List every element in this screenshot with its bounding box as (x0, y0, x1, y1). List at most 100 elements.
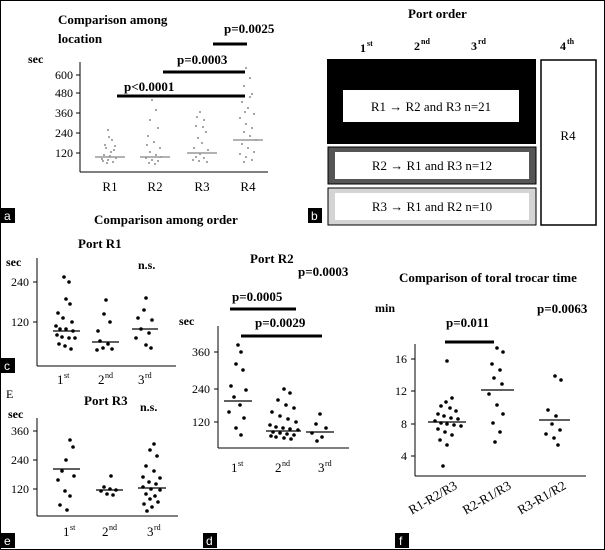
panel-d: Port R2 p=0.0003 p=0.0005 p=0.0029 sec 3… (179, 251, 349, 548)
panel-e-corner: E (6, 387, 13, 401)
col-1-num: 1 (360, 41, 366, 55)
panel-a-sig-label-2: p=0.0003 (177, 52, 228, 67)
panel-e-ylabel: sec (8, 407, 24, 421)
panel-f: Comparison of toral trocar time min p=0.… (375, 270, 588, 548)
panel-a-label: a (4, 209, 11, 223)
box-r4 (540, 59, 597, 226)
col-1-sup: st (367, 39, 373, 48)
panel-f-title: Comparison of toral trocar time (399, 270, 577, 285)
panel-f-points-r2 (487, 346, 505, 444)
panel-c-label-box (1, 358, 15, 373)
panel-c-ytick-240: 240 (11, 275, 29, 289)
panel-e-x1-num: 1 (63, 524, 70, 539)
panel-c-title: Port R1 (78, 236, 122, 251)
panel-c-label: c (4, 359, 10, 373)
panel-a-sig-label-3: p=0.0025 (224, 21, 275, 36)
panel-c-ytick-120: 120 (11, 315, 29, 329)
panel-a-ylabel: sec (28, 52, 44, 66)
box-r2-label: R2 → R1 and R3 n=12 (372, 158, 492, 173)
box-r2-inner (335, 152, 529, 179)
panel-d-sig-label-2: p=0.0029 (255, 315, 306, 330)
panel-f-ytick-4: 4 (401, 449, 407, 463)
panel-e-x2-num: 2 (102, 524, 109, 539)
panel-a-xlabel-r3: R3 (194, 179, 209, 194)
panel-d-ytick-240: 240 (192, 382, 210, 396)
panel-b-title: Port order (408, 6, 467, 21)
panel-c: Port R1 sec n.s. 240 120 1 (1, 236, 176, 387)
panel-d-label: d (206, 534, 213, 548)
panel-d-points-2nd (268, 387, 300, 441)
col-4-num: 4 (560, 39, 566, 53)
panel-d-sig-label-1: p=0.0005 (232, 289, 283, 304)
panel-a-ytick-240: 240 (55, 126, 73, 140)
panel-a-ytick-480: 480 (55, 86, 73, 100)
panel-d-x2-sup: nd (282, 459, 290, 468)
col-2-num: 2 (414, 39, 420, 53)
panel-f-ytick-12: 12 (395, 384, 407, 398)
panel-e-points-3rd (141, 442, 162, 513)
panel-d-points-3rd (310, 412, 328, 443)
panel-a-label-box (1, 208, 15, 223)
panel-d-label-box (203, 533, 217, 548)
panel-a-xlabel-r4: R4 (240, 179, 256, 194)
box-r3-inner (335, 193, 529, 220)
box-r3-label: R3 → R1 and R2 n=10 (372, 199, 492, 214)
panel-c-x1-num: 1 (57, 372, 64, 387)
panel-d-x1-num: 1 (231, 460, 238, 475)
panel-c-ns: n.s. (138, 258, 155, 272)
panel-b: Port order 1 st 2 nd 3 rd 4 th R1 → R2 a… (308, 6, 597, 226)
panel-f-ylabel: min (375, 301, 395, 315)
box-r1-inner (343, 90, 519, 122)
panel-d-ytick-120: 120 (192, 415, 210, 429)
panel-a-ytick-600: 600 (55, 68, 73, 82)
panel-e-x3-sup: rd (154, 523, 161, 532)
panel-f-ytick-16: 16 (395, 352, 407, 366)
panel-e-label-box (1, 533, 15, 548)
panel-f-ytick-8: 8 (401, 417, 407, 431)
panel-e-ytick-240: 240 (11, 453, 29, 467)
panel-f-label: f (399, 534, 403, 548)
panel-a-scatter-r1 (101, 129, 117, 164)
panel-a-scatter-r4 (239, 67, 257, 163)
panel-a-ytick-120: 120 (55, 146, 73, 160)
panel-a-xlabel-r2: R2 (147, 179, 162, 194)
panel-c-x3-sup: rd (145, 371, 152, 380)
panel-c-points-1st (54, 275, 77, 351)
col-4-sup: th (567, 37, 575, 46)
panel-d-sig-label-overall: p=0.0003 (298, 264, 349, 279)
panel-d-x3-sup: rd (325, 459, 332, 468)
panel-e-ytick-120: 120 (11, 482, 29, 496)
panel-a-scatter-r3 (192, 111, 209, 163)
box-r4-label: R4 (560, 128, 576, 143)
panel-c-x3-num: 3 (138, 372, 145, 387)
panel-a-sig-label-1: p<0.0001 (124, 79, 174, 94)
panel-f-xlabel-r2: R2-R1/R3 (460, 478, 514, 518)
panel-a-scatter-r2 (145, 99, 162, 165)
panel-c-ylabel: sec (6, 255, 22, 269)
panel-e-ns: n.s. (140, 400, 157, 414)
panel-c-x2-num: 2 (98, 372, 105, 387)
panel-f-xlabel-r3: R3-R1/R2 (515, 478, 569, 518)
panel-e-ytick-360: 360 (11, 424, 29, 438)
panel-e-x2-sup: nd (109, 523, 117, 532)
panel-d-x3-num: 3 (318, 460, 325, 475)
panel-f-points-r3 (544, 374, 563, 447)
panel-e-x3-num: 3 (147, 524, 154, 539)
panel-a-ytick-360: 360 (55, 106, 73, 120)
panel-d-points-1st (227, 343, 248, 437)
col-3-sup: rd (478, 37, 487, 46)
panel-f-xlabel-r1: R1-R2/R3 (406, 478, 460, 518)
panel-e-x1-sup: st (70, 523, 76, 532)
panel-e-title: Port R3 (84, 393, 128, 408)
panel-a-xlabel-r1: R1 (102, 179, 117, 194)
panel-e-label: e (4, 534, 11, 548)
section-title: Comparison among order (94, 212, 238, 227)
panel-c-x2-sup: nd (105, 371, 113, 380)
panel-a-title-line1: Comparison among (58, 12, 168, 27)
panel-d-ytick-360: 360 (192, 345, 210, 359)
col-2-sup: nd (421, 37, 430, 46)
panel-d-ylabel: sec (179, 314, 195, 328)
box-r1-label: R1 → R2 and R3 n=21 (371, 99, 491, 114)
panel-e-points-2nd (99, 474, 118, 497)
